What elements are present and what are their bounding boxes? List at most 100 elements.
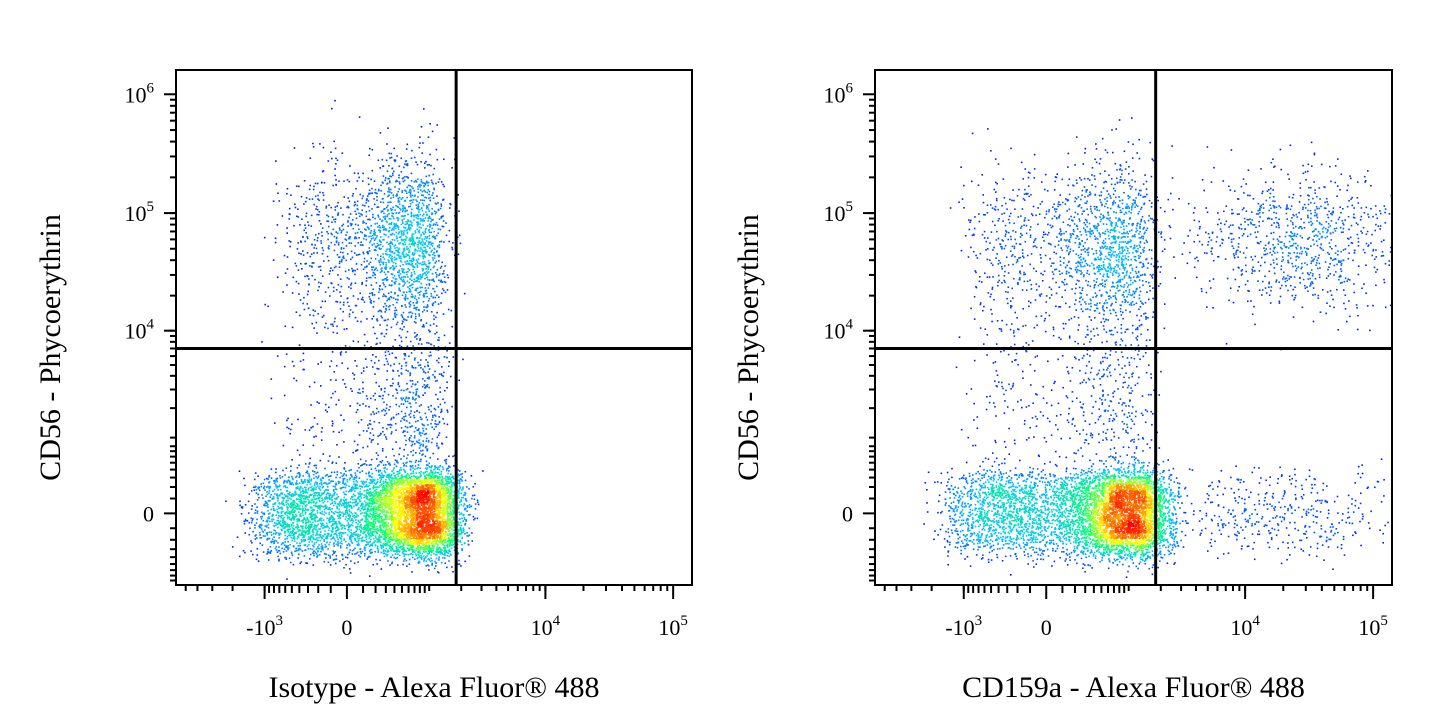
- event-dot: [273, 482, 276, 485]
- event-dot: [471, 497, 473, 500]
- event-dot: [313, 464, 316, 467]
- event-dot: [400, 257, 402, 260]
- event-dot: [425, 464, 428, 466]
- event-dot: [396, 249, 398, 252]
- event-dot: [267, 509, 269, 512]
- event-dot: [371, 542, 374, 545]
- event-dot: [315, 524, 318, 527]
- event-dot: [410, 315, 413, 317]
- event-dot: [311, 536, 313, 538]
- event-dot: [385, 436, 387, 438]
- event-dot: [430, 293, 433, 295]
- event-dot: [388, 306, 390, 308]
- event-dot: [270, 397, 273, 400]
- event-dot: [299, 360, 302, 363]
- event-dot: [409, 224, 411, 226]
- event-dot: [463, 292, 466, 295]
- event-dot: [382, 430, 384, 433]
- event-dot: [335, 530, 338, 532]
- event-dot: [327, 489, 329, 491]
- event-dot: [366, 430, 368, 432]
- event-dot: [426, 236, 429, 238]
- event-dot: [278, 560, 280, 562]
- event-dot: [399, 447, 401, 450]
- event-dot: [371, 187, 373, 190]
- event-dot: [417, 203, 420, 206]
- event-dot: [392, 382, 394, 385]
- event-dot: [405, 364, 407, 367]
- event-dot: [355, 504, 358, 507]
- event-dot: [368, 192, 370, 195]
- event-dot: [408, 287, 411, 290]
- event-dot: [382, 482, 385, 484]
- event-dot: [434, 422, 436, 425]
- event-dot: [348, 305, 350, 307]
- event-dot: [277, 485, 280, 488]
- event-dot: [405, 253, 408, 255]
- event-dot: [283, 504, 285, 506]
- event-dot: [459, 526, 462, 529]
- event-dot: [358, 253, 361, 256]
- event-dot: [363, 548, 366, 551]
- event-dot: [406, 431, 409, 433]
- event-dot: [320, 505, 323, 507]
- event-dot: [312, 146, 315, 148]
- event-dot: [452, 356, 455, 358]
- event-dot: [390, 221, 393, 224]
- event-dot: [418, 561, 421, 564]
- event-dot: [322, 546, 324, 549]
- event-dot: [389, 545, 392, 548]
- event-dot: [291, 326, 294, 329]
- event-dot: [374, 276, 377, 279]
- event-dot: [436, 234, 438, 237]
- event-dot: [361, 536, 364, 539]
- event-dot: [352, 227, 355, 230]
- event-dot: [334, 486, 336, 488]
- event-dot: [417, 178, 419, 181]
- event-dot: [317, 547, 319, 550]
- event-dot: [358, 544, 360, 546]
- event-dot: [323, 505, 326, 508]
- event-dot: [439, 391, 441, 393]
- event-dot: [309, 255, 312, 258]
- event-dot: [239, 504, 241, 507]
- event-dot: [411, 283, 413, 286]
- event-dot: [427, 184, 429, 187]
- event-dot: [343, 468, 346, 470]
- event-dot: [251, 505, 253, 507]
- event-dot: [396, 564, 399, 566]
- event-dot: [302, 302, 304, 305]
- event-dot: [387, 560, 389, 562]
- event-dot: [300, 491, 302, 493]
- event-dot: [348, 504, 351, 507]
- event-dot: [271, 518, 273, 521]
- event-dot: [474, 503, 477, 505]
- event-dot: [389, 157, 391, 159]
- event-dot: [422, 268, 425, 271]
- event-dot: [388, 297, 390, 299]
- event-dot: [343, 493, 346, 495]
- event-dot: [398, 255, 400, 257]
- event-dot: [350, 282, 353, 285]
- event-dot: [288, 524, 290, 526]
- event-dot: [394, 186, 396, 188]
- event-dot: [345, 509, 347, 512]
- event-dot: [429, 217, 432, 220]
- event-dot: [458, 234, 461, 237]
- event-dot: [379, 264, 382, 266]
- event-dot: [426, 437, 428, 440]
- event-dot: [375, 249, 377, 252]
- event-dot: [396, 155, 398, 157]
- event-dot: [278, 523, 281, 525]
- event-dot: [336, 325, 338, 328]
- event-dot: [370, 225, 372, 227]
- event-dot: [422, 142, 424, 144]
- event-dot: [420, 194, 423, 196]
- event-dot: [351, 195, 354, 197]
- event-dot: [430, 243, 432, 246]
- event-dot: [284, 538, 286, 540]
- event-dot: [356, 487, 359, 489]
- event-dot: [424, 392, 426, 394]
- event-dot: [259, 531, 261, 534]
- event-dot: [390, 424, 393, 426]
